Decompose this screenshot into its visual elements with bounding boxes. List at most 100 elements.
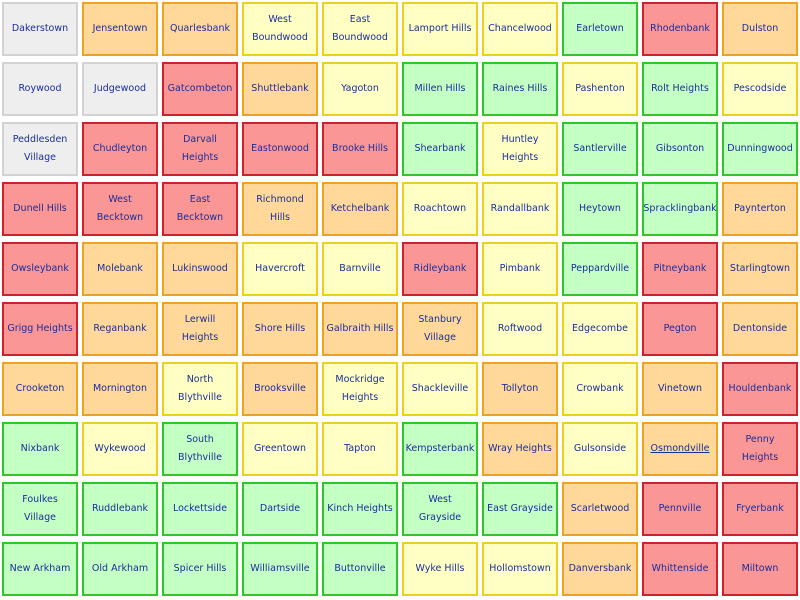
suburb-cell[interactable]: Ketchelbank — [322, 182, 398, 236]
suburb-cell[interactable]: Ridleybank — [402, 242, 478, 296]
suburb-cell[interactable]: Eastonwood — [242, 122, 318, 176]
suburb-cell[interactable]: Pescodside — [722, 62, 798, 116]
suburb-cell[interactable]: Judgewood — [82, 62, 158, 116]
suburb-cell[interactable]: Gulsonside — [562, 422, 638, 476]
suburb-cell[interactable]: Roftwood — [482, 302, 558, 356]
suburb-cell[interactable]: Dakerstown — [2, 2, 78, 56]
suburb-cell[interactable]: Rolt Heights — [642, 62, 718, 116]
suburb-cell[interactable]: Whittenside — [642, 542, 718, 596]
suburb-cell[interactable]: Barnville — [322, 242, 398, 296]
suburb-cell[interactable]: Mockridge Heights — [322, 362, 398, 416]
suburb-cell[interactable]: East Grayside — [482, 482, 558, 536]
suburb-cell[interactable]: Millen Hills — [402, 62, 478, 116]
suburb-cell[interactable]: East Boundwood — [322, 2, 398, 56]
suburb-cell[interactable]: Santlerville — [562, 122, 638, 176]
suburb-cell[interactable]: Shuttlebank — [242, 62, 318, 116]
suburb-cell[interactable]: Wykewood — [82, 422, 158, 476]
suburb-cell[interactable]: Molebank — [82, 242, 158, 296]
suburb-cell[interactable]: Kinch Heights — [322, 482, 398, 536]
suburb-cell[interactable]: Pegton — [642, 302, 718, 356]
suburb-cell[interactable]: Darvall Heights — [162, 122, 238, 176]
suburb-cell[interactable]: Lockettside — [162, 482, 238, 536]
suburb-cell[interactable]: Tollyton — [482, 362, 558, 416]
suburb-cell[interactable]: Shackleville — [402, 362, 478, 416]
suburb-cell[interactable]: Brooksville — [242, 362, 318, 416]
suburb-cell[interactable]: Pennville — [642, 482, 718, 536]
suburb-cell[interactable]: Pimbank — [482, 242, 558, 296]
suburb-cell[interactable]: Houldenbank — [722, 362, 798, 416]
suburb-cell[interactable]: Brooke Hills — [322, 122, 398, 176]
suburb-cell[interactable]: Jensentown — [82, 2, 158, 56]
suburb-cell[interactable]: Osmondville — [642, 422, 718, 476]
suburb-cell[interactable]: Lukinswood — [162, 242, 238, 296]
suburb-cell[interactable]: Roachtown — [402, 182, 478, 236]
suburb-cell[interactable]: Shore Hills — [242, 302, 318, 356]
suburb-cell[interactable]: Dunell Hills — [2, 182, 78, 236]
suburb-cell[interactable]: West Grayside — [402, 482, 478, 536]
suburb-cell[interactable]: Raines Hills — [482, 62, 558, 116]
suburb-cell[interactable]: Huntley Heights — [482, 122, 558, 176]
suburb-cell[interactable]: Starlingtown — [722, 242, 798, 296]
suburb-cell[interactable]: Vinetown — [642, 362, 718, 416]
suburb-cell[interactable]: Old Arkham — [82, 542, 158, 596]
suburb-cell[interactable]: Greentown — [242, 422, 318, 476]
suburb-cell[interactable]: South Blythville — [162, 422, 238, 476]
suburb-cell[interactable]: Kempsterbank — [402, 422, 478, 476]
suburb-cell[interactable]: Danversbank — [562, 542, 638, 596]
suburb-cell[interactable]: Paynterton — [722, 182, 798, 236]
suburb-cell[interactable]: Dulston — [722, 2, 798, 56]
suburb-cell[interactable]: Reganbank — [82, 302, 158, 356]
suburb-cell[interactable]: Randallbank — [482, 182, 558, 236]
suburb-cell[interactable]: Wyke Hills — [402, 542, 478, 596]
suburb-cell[interactable]: Buttonville — [322, 542, 398, 596]
suburb-cell[interactable]: Rhodenbank — [642, 2, 718, 56]
suburb-cell[interactable]: Ruddlebank — [82, 482, 158, 536]
suburb-cell[interactable]: Owsleybank — [2, 242, 78, 296]
suburb-cell[interactable]: Chancelwood — [482, 2, 558, 56]
suburb-cell[interactable]: Peddlesden Village — [2, 122, 78, 176]
suburb-cell[interactable]: Chudleyton — [82, 122, 158, 176]
suburb-cell[interactable]: Scarletwood — [562, 482, 638, 536]
suburb-cell[interactable]: Galbraith Hills — [322, 302, 398, 356]
suburb-cell[interactable]: Gatcombeton — [162, 62, 238, 116]
suburb-cell[interactable]: Miltown — [722, 542, 798, 596]
suburb-cell[interactable]: Tapton — [322, 422, 398, 476]
suburb-cell[interactable]: Mornington — [82, 362, 158, 416]
suburb-cell[interactable]: East Becktown — [162, 182, 238, 236]
suburb-cell[interactable]: Spicer Hills — [162, 542, 238, 596]
suburb-cell[interactable]: Roywood — [2, 62, 78, 116]
suburb-cell[interactable]: New Arkham — [2, 542, 78, 596]
suburb-cell[interactable]: Earletown — [562, 2, 638, 56]
suburb-cell[interactable]: Williamsville — [242, 542, 318, 596]
suburb-cell[interactable]: Nixbank — [2, 422, 78, 476]
suburb-cell[interactable]: Wray Heights — [482, 422, 558, 476]
suburb-cell[interactable]: Heytown — [562, 182, 638, 236]
suburb-cell[interactable]: Yagoton — [322, 62, 398, 116]
suburb-cell[interactable]: West Becktown — [82, 182, 158, 236]
suburb-cell[interactable]: Crowbank — [562, 362, 638, 416]
suburb-cell[interactable]: Fryerbank — [722, 482, 798, 536]
suburb-cell[interactable]: Lamport Hills — [402, 2, 478, 56]
suburb-cell[interactable]: Spracklingbank — [642, 182, 718, 236]
suburb-cell[interactable]: Edgecombe — [562, 302, 638, 356]
suburb-cell[interactable]: Foulkes Village — [2, 482, 78, 536]
suburb-cell[interactable]: Havercroft — [242, 242, 318, 296]
suburb-cell[interactable]: Grigg Heights — [2, 302, 78, 356]
suburb-cell[interactable]: Pashenton — [562, 62, 638, 116]
suburb-cell[interactable]: Stanbury Village — [402, 302, 478, 356]
suburb-cell[interactable]: Lerwill Heights — [162, 302, 238, 356]
suburb-cell[interactable]: Gibsonton — [642, 122, 718, 176]
suburb-cell[interactable]: Pitneybank — [642, 242, 718, 296]
suburb-cell[interactable]: Richmond Hills — [242, 182, 318, 236]
suburb-cell[interactable]: Penny Heights — [722, 422, 798, 476]
suburb-cell[interactable]: Dentonside — [722, 302, 798, 356]
suburb-cell[interactable]: Peppardville — [562, 242, 638, 296]
suburb-cell[interactable]: Hollomstown — [482, 542, 558, 596]
suburb-cell[interactable]: Dartside — [242, 482, 318, 536]
suburb-cell[interactable]: Dunningwood — [722, 122, 798, 176]
suburb-cell[interactable]: Crooketon — [2, 362, 78, 416]
suburb-cell[interactable]: West Boundwood — [242, 2, 318, 56]
suburb-cell[interactable]: Shearbank — [402, 122, 478, 176]
suburb-cell[interactable]: Quarlesbank — [162, 2, 238, 56]
suburb-cell[interactable]: North Blythville — [162, 362, 238, 416]
